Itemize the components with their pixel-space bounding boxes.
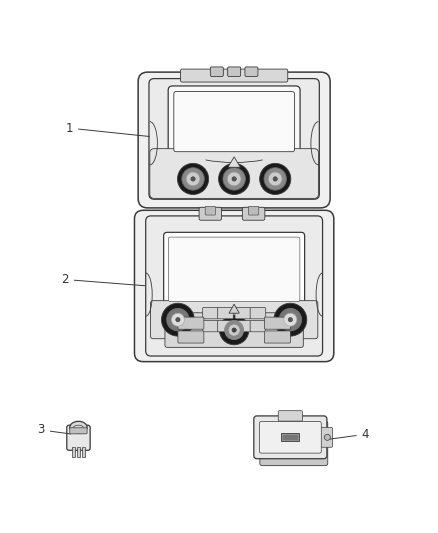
Circle shape <box>162 303 194 336</box>
Circle shape <box>268 172 282 186</box>
FancyBboxPatch shape <box>242 207 265 220</box>
FancyBboxPatch shape <box>202 320 218 332</box>
Circle shape <box>171 313 184 326</box>
Circle shape <box>186 172 200 186</box>
FancyBboxPatch shape <box>254 416 327 459</box>
Text: 1: 1 <box>66 122 149 136</box>
Circle shape <box>229 325 239 335</box>
FancyBboxPatch shape <box>228 67 240 76</box>
Circle shape <box>177 163 208 195</box>
Circle shape <box>219 163 250 195</box>
Circle shape <box>284 313 297 326</box>
FancyBboxPatch shape <box>151 301 318 338</box>
Circle shape <box>167 309 189 331</box>
Circle shape <box>223 168 245 190</box>
FancyBboxPatch shape <box>168 237 300 302</box>
FancyBboxPatch shape <box>218 320 233 332</box>
FancyBboxPatch shape <box>210 67 223 76</box>
FancyBboxPatch shape <box>199 207 222 220</box>
FancyBboxPatch shape <box>260 421 328 466</box>
FancyBboxPatch shape <box>149 78 319 199</box>
Circle shape <box>324 434 330 440</box>
FancyBboxPatch shape <box>180 69 288 82</box>
FancyBboxPatch shape <box>178 317 204 329</box>
FancyBboxPatch shape <box>250 320 266 332</box>
FancyBboxPatch shape <box>245 67 258 76</box>
FancyBboxPatch shape <box>321 427 332 447</box>
Polygon shape <box>229 304 239 313</box>
FancyBboxPatch shape <box>178 331 204 343</box>
FancyBboxPatch shape <box>67 425 90 450</box>
FancyBboxPatch shape <box>202 308 218 319</box>
FancyBboxPatch shape <box>168 86 300 157</box>
Bar <box>283 435 298 440</box>
Circle shape <box>176 318 180 322</box>
FancyBboxPatch shape <box>265 317 290 329</box>
FancyBboxPatch shape <box>259 422 321 453</box>
Circle shape <box>191 177 195 181</box>
FancyBboxPatch shape <box>265 331 290 343</box>
FancyBboxPatch shape <box>278 411 303 421</box>
Circle shape <box>260 163 291 195</box>
FancyBboxPatch shape <box>134 211 334 361</box>
Circle shape <box>274 303 307 336</box>
Circle shape <box>279 309 302 331</box>
FancyBboxPatch shape <box>235 308 251 319</box>
FancyBboxPatch shape <box>218 308 233 319</box>
FancyBboxPatch shape <box>150 149 318 198</box>
FancyBboxPatch shape <box>205 206 215 215</box>
Text: 2: 2 <box>61 273 145 286</box>
FancyBboxPatch shape <box>70 428 87 434</box>
Circle shape <box>232 177 236 181</box>
FancyBboxPatch shape <box>250 308 266 319</box>
FancyBboxPatch shape <box>235 320 251 332</box>
Circle shape <box>227 172 241 186</box>
Bar <box>82 447 85 457</box>
Text: 3: 3 <box>37 423 71 437</box>
Circle shape <box>288 318 293 322</box>
Bar <box>71 447 75 457</box>
FancyBboxPatch shape <box>138 72 330 208</box>
Polygon shape <box>228 157 240 167</box>
Circle shape <box>273 177 277 181</box>
Bar <box>77 447 80 457</box>
FancyBboxPatch shape <box>164 232 304 306</box>
Ellipse shape <box>70 421 87 433</box>
FancyBboxPatch shape <box>146 216 322 356</box>
Circle shape <box>225 320 244 340</box>
Circle shape <box>219 316 249 345</box>
FancyBboxPatch shape <box>248 206 259 215</box>
Circle shape <box>182 168 204 190</box>
Bar <box>281 433 300 441</box>
Circle shape <box>232 328 236 332</box>
FancyBboxPatch shape <box>165 313 304 348</box>
Circle shape <box>264 168 286 190</box>
Text: 4: 4 <box>330 428 369 441</box>
FancyBboxPatch shape <box>174 92 294 152</box>
